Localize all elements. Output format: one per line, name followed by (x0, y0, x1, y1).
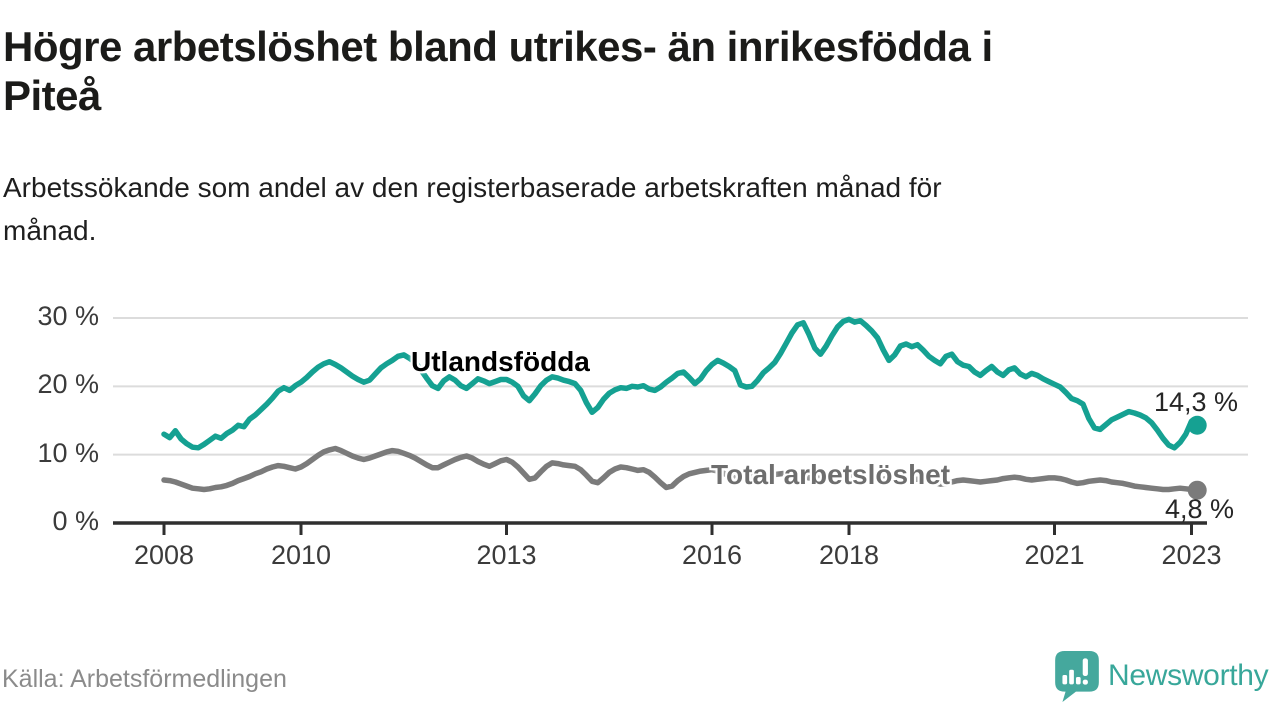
source-note: Källa: Arbetsförmedlingen (2, 665, 287, 693)
chart-title-line1: Högre arbetslöshet bland utrikes- än inr… (3, 23, 993, 70)
x-tick-label: 2010 (270, 540, 332, 570)
newsworthy-wordmark: Newsworthy (1108, 659, 1269, 692)
chart-subtitle-line2: månad. (3, 215, 97, 246)
end-value-label-total: 4,8 % (1164, 494, 1234, 524)
y-tick-label: 30 % (37, 301, 99, 331)
series-label-utlandsfodda: Utlandsfödda (411, 346, 590, 377)
chart-title-line2: Piteå (3, 72, 101, 119)
x-tick-label: 2013 (476, 540, 537, 570)
chart-subtitle-line1: Arbetssökande som andel av den registerb… (3, 172, 942, 203)
series-line (161, 445, 1200, 493)
end-value-label-utlandsfodda: 14,3 % (1153, 387, 1238, 417)
bar-chart-speech-bubble-icon (1055, 651, 1099, 702)
x-tick-label: 2018 (818, 540, 880, 570)
y-tick-label: 0 % (52, 506, 99, 536)
chart-title: Högre arbetslöshet bland utrikes- än inr… (3, 22, 1253, 120)
x-tick-label: 2023 (1161, 540, 1222, 570)
chart-subtitle: Arbetssökande som andel av den registerb… (3, 166, 1223, 252)
y-tick-label: 20 % (37, 369, 99, 400)
series-end-dot (1187, 480, 1207, 500)
x-tick-label: 2016 (681, 540, 743, 570)
newsworthy-logo: Newsworthy (1054, 650, 1269, 702)
y-tick-label: 10 % (37, 437, 99, 468)
x-tick-label: 2008 (133, 540, 195, 570)
series-end-dot (1187, 415, 1207, 435)
series-label-total-arbetsloshet: Total arbetslöshet (711, 459, 951, 490)
series-line (161, 316, 1200, 451)
x-tick-label: 2021 (1024, 540, 1085, 570)
